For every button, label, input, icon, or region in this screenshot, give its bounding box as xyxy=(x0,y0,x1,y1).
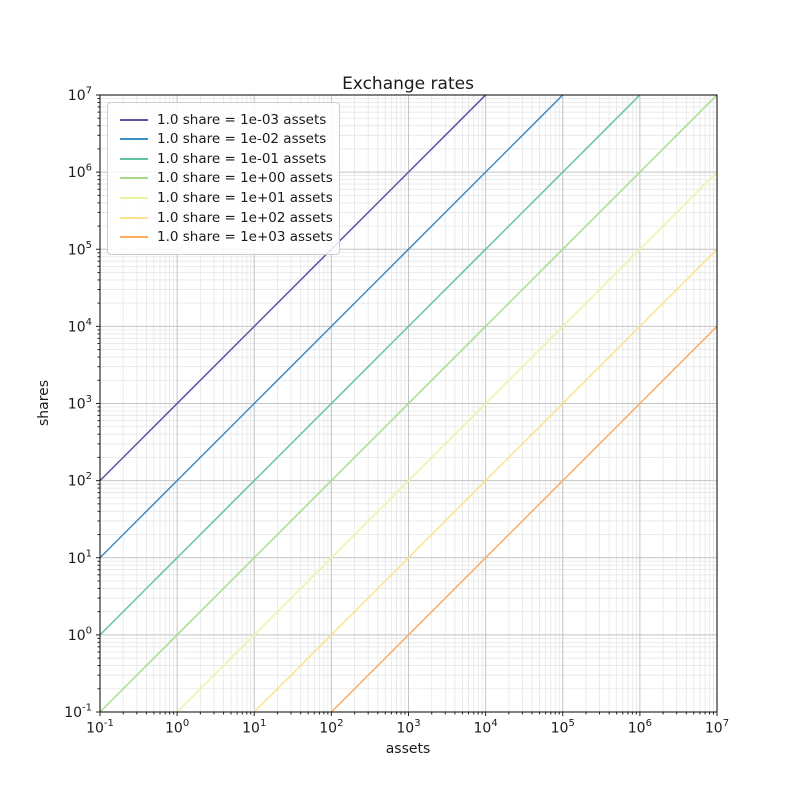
y-tick-label: 101 xyxy=(68,548,92,567)
legend-label: 1.0 share = 1e+03 assets xyxy=(157,229,333,246)
legend: 1.0 share = 1e-03 assets 1.0 share = 1e-0… xyxy=(107,102,340,255)
x-tick-label: 100 xyxy=(165,718,189,737)
x-tick-label: 105 xyxy=(551,718,575,737)
series-lines xyxy=(100,95,717,712)
legend-label: 1.0 share = 1e+02 assets xyxy=(157,209,333,226)
chart-title: Exchange rates xyxy=(342,74,474,94)
legend-line-swatch xyxy=(120,216,148,219)
x-tick-label: 104 xyxy=(474,718,498,737)
y-tick-label: 100 xyxy=(68,625,92,644)
series-line xyxy=(176,171,717,712)
series-line xyxy=(100,95,717,712)
legend-item: 1.0 share = 1e+00 assets xyxy=(120,169,333,188)
legend-item: 1.0 share = 1e+02 assets xyxy=(120,208,333,227)
series-line xyxy=(330,325,717,712)
y-tick-label: 10-1 xyxy=(64,703,92,722)
axis-ticks xyxy=(96,94,718,716)
legend-label: 1.0 share = 1e-01 assets xyxy=(157,150,327,167)
legend-line-swatch xyxy=(120,177,148,180)
series-line xyxy=(100,95,564,559)
legend-line-swatch xyxy=(120,138,148,141)
legend-line-swatch xyxy=(120,118,148,121)
legend-label: 1.0 share = 1e+01 assets xyxy=(157,190,333,207)
legend-item: 1.0 share = 1e-01 assets xyxy=(120,149,333,168)
legend-line-swatch xyxy=(120,157,148,160)
legend-item: 1.0 share = 1e-02 assets xyxy=(120,130,333,149)
legend-item: 1.0 share = 1e+01 assets xyxy=(120,189,333,208)
y-tick-label: 106 xyxy=(68,163,92,182)
y-tick-label: 107 xyxy=(68,86,92,105)
legend-label: 1.0 share = 1e-02 assets xyxy=(157,131,327,148)
legend-line-swatch xyxy=(120,197,148,200)
y-tick-label: 103 xyxy=(68,394,92,413)
y-tick-label: 105 xyxy=(68,240,92,259)
x-axis-label: assets xyxy=(385,741,431,757)
x-tick-label: 106 xyxy=(628,718,652,737)
series-line xyxy=(100,95,487,482)
legend-label: 1.0 share = 1e-03 assets xyxy=(157,111,327,128)
x-tick-label: 102 xyxy=(319,718,343,737)
legend-item: 1.0 share = 1e-03 assets xyxy=(120,110,333,129)
y-tick-label: 104 xyxy=(68,317,92,336)
x-tick-label: 103 xyxy=(396,718,420,737)
legend-item: 1.0 share = 1e+03 assets xyxy=(120,228,333,247)
x-tick-label: 10-1 xyxy=(86,718,114,737)
y-axis-label: shares xyxy=(36,379,52,427)
legend-label: 1.0 share = 1e+00 assets xyxy=(157,170,333,187)
series-line xyxy=(100,95,641,636)
y-tick-label: 102 xyxy=(68,471,92,490)
x-tick-label: 101 xyxy=(242,718,266,737)
x-tick-label: 107 xyxy=(705,718,729,737)
legend-line-swatch xyxy=(120,236,148,239)
series-line xyxy=(253,248,717,712)
